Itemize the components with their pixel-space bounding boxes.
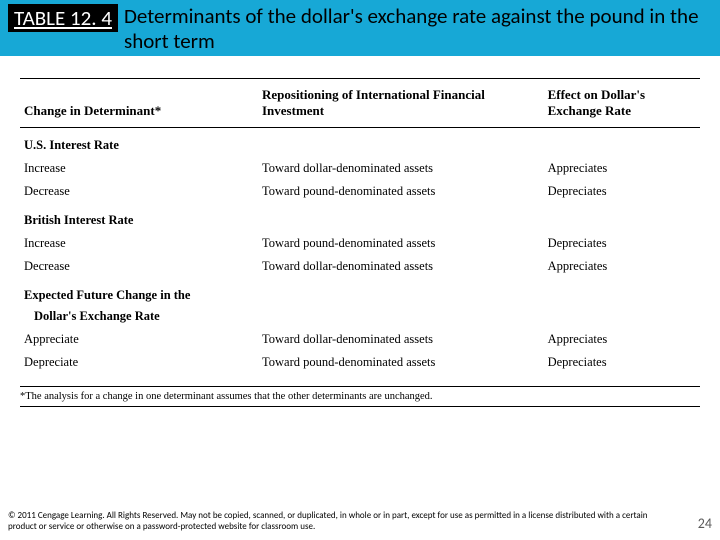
- cell-determinant: Increase: [20, 232, 258, 255]
- col-header-effect: Effect on Dollar's Exchange Rate: [544, 79, 700, 128]
- section-heading-line2: Dollar's Exchange Rate: [20, 307, 258, 328]
- footnote-rule: [20, 406, 700, 407]
- section-heading-row: Expected Future Change in the: [20, 278, 700, 307]
- cell-effect: Depreciates: [544, 351, 700, 380]
- determinants-table: Change in Determinant* Repositioning of …: [20, 78, 700, 380]
- section-heading: British Interest Rate: [20, 203, 700, 232]
- col-header-determinant: Change in Determinant*: [20, 79, 258, 128]
- cell-determinant: Depreciate: [20, 351, 258, 380]
- section-heading-row: Dollar's Exchange Rate: [20, 307, 700, 328]
- section-heading-row: U.S. Interest Rate: [20, 128, 700, 158]
- table-container: Change in Determinant* Repositioning of …: [0, 56, 720, 386]
- section-heading-line1: Expected Future Change in the: [20, 278, 258, 307]
- table-badge: TABLE 12. 4: [8, 4, 118, 32]
- cell-repositioning: Toward pound-denominated assets: [258, 351, 544, 380]
- table-title: Determinants of the dollar's exchange ra…: [124, 4, 712, 54]
- table-row: Increase Toward dollar-denominated asset…: [20, 157, 700, 180]
- table-row: Decrease Toward pound-denominated assets…: [20, 180, 700, 203]
- cell-effect: Appreciates: [544, 328, 700, 351]
- table-footnote: *The analysis for a change in one determ…: [20, 387, 700, 404]
- cell-repositioning: Toward dollar-denominated assets: [258, 157, 544, 180]
- cell-effect: Depreciates: [544, 180, 700, 203]
- cell-determinant: Increase: [20, 157, 258, 180]
- title-bar: TABLE 12. 4 Determinants of the dollar's…: [0, 0, 720, 56]
- cell-repositioning: Toward dollar-denominated assets: [258, 328, 544, 351]
- cell-effect: Appreciates: [544, 157, 700, 180]
- table-header-row: Change in Determinant* Repositioning of …: [20, 79, 700, 128]
- cell-determinant: Appreciate: [20, 328, 258, 351]
- page-number: 24: [688, 515, 712, 532]
- cell-determinant: Decrease: [20, 180, 258, 203]
- copyright-text: © 2011 Cengage Learning. All Rights Rese…: [8, 510, 648, 533]
- cell-repositioning: Toward dollar-denominated assets: [258, 255, 544, 278]
- col-header-repositioning: Repositioning of International Financial…: [258, 79, 544, 128]
- table-row: Decrease Toward dollar-denominated asset…: [20, 255, 700, 278]
- cell-determinant: Decrease: [20, 255, 258, 278]
- cell-effect: Depreciates: [544, 232, 700, 255]
- cell-repositioning: Toward pound-denominated assets: [258, 180, 544, 203]
- page-footer: © 2011 Cengage Learning. All Rights Rese…: [8, 510, 712, 533]
- cell-effect: Appreciates: [544, 255, 700, 278]
- table-row: Increase Toward pound-denominated assets…: [20, 232, 700, 255]
- section-heading-row: British Interest Rate: [20, 203, 700, 232]
- table-row: Appreciate Toward dollar-denominated ass…: [20, 328, 700, 351]
- cell-repositioning: Toward pound-denominated assets: [258, 232, 544, 255]
- table-row: Depreciate Toward pound-denominated asse…: [20, 351, 700, 380]
- section-heading: U.S. Interest Rate: [20, 128, 700, 158]
